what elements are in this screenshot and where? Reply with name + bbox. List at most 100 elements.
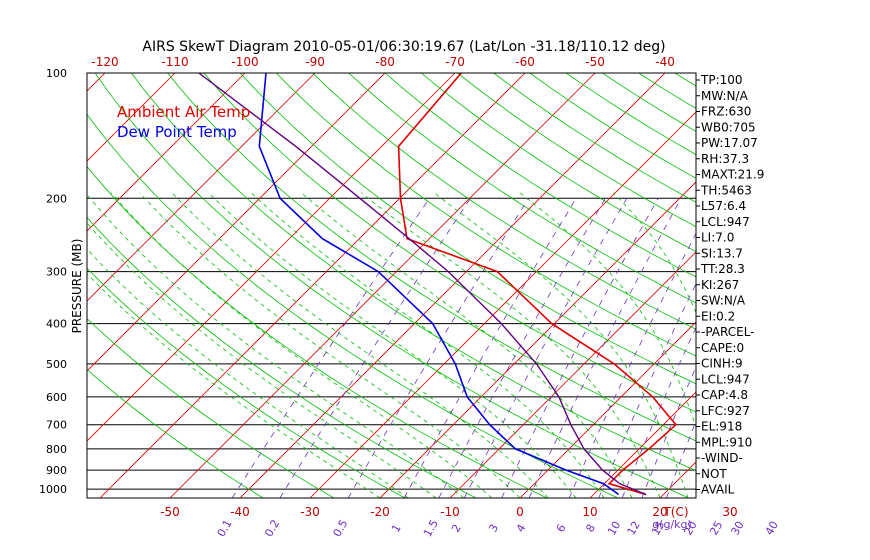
pressure-tick-label: 300 <box>46 266 67 279</box>
bottom-tick-label: 20 <box>652 505 667 519</box>
mixing-ratio-label: 8 <box>583 522 598 535</box>
background-grid <box>0 73 870 498</box>
index-label: MPL:910 <box>701 435 752 449</box>
index-label: FRZ:630 <box>701 105 751 119</box>
bottom-axis-unit: T(C) <box>662 505 688 519</box>
index-label: CINH:9 <box>701 357 743 371</box>
bottom-tick-label: 30 <box>722 505 737 519</box>
chart-title: AIRS SkewT Diagram 2010-05-01/06:30:19.6… <box>142 39 665 55</box>
index-label: TT:28.3 <box>700 262 745 276</box>
pressure-tick-label: 600 <box>46 391 67 404</box>
mixing-ratio-label: 15 <box>649 519 667 538</box>
isotherm-line <box>449 251 696 498</box>
moist-adiabat-line <box>171 192 549 498</box>
top-tick-label: -60 <box>515 55 535 69</box>
pressure-tick-label: 800 <box>46 443 67 456</box>
mixing-ratio-label: 0.1 <box>215 517 235 539</box>
legend-ambient-air-temp: Ambient Air Temp <box>117 103 250 121</box>
isotherm-line <box>99 73 526 498</box>
mixing-ratio-label: 12 <box>625 519 643 538</box>
index-label: RH:37.3 <box>701 152 749 166</box>
index-label: -PARCEL- <box>701 325 755 339</box>
dry-adiabat-line <box>312 73 696 330</box>
top-tick-label: -50 <box>585 55 605 69</box>
mixing-ratio-line <box>463 198 628 498</box>
dry-adiabat-line <box>348 73 696 304</box>
legend-dew-point-temp: Dew Point Temp <box>117 123 237 141</box>
mixing-ratio-label: 10 <box>605 519 623 538</box>
bottom-tick-label: -30 <box>300 505 320 519</box>
bottom-tick-label: -10 <box>440 505 460 519</box>
isotherm-line <box>519 321 696 498</box>
mixing-ratio-label: 2 <box>449 522 464 535</box>
dry-adiabat-line <box>203 73 696 413</box>
pressure-tick-label: 1000 <box>39 483 67 496</box>
dry-adiabat-line <box>94 73 689 498</box>
index-label: LI:7.0 <box>701 231 734 245</box>
parcel-curve <box>198 73 647 496</box>
isotherm-line <box>87 73 456 442</box>
index-label: KI:267 <box>701 278 739 292</box>
top-tick-label: -70 <box>445 55 465 69</box>
index-label: AVAIL <box>701 483 735 497</box>
moist-adiabat-line <box>110 192 493 498</box>
dry-adiabat-line <box>529 73 696 179</box>
isotherm-line <box>87 73 316 302</box>
dry-adiabat-line <box>747 73 870 498</box>
index-label: CAPE:0 <box>701 341 744 355</box>
moist-adiabat-line <box>208 192 577 498</box>
bottom-tick-label: -50 <box>160 505 180 519</box>
isotherm-line <box>659 461 696 498</box>
dry-adiabat-line <box>493 73 696 203</box>
isotherm-line <box>169 73 596 498</box>
index-label: L57:6.4 <box>701 199 746 213</box>
top-tick-label: -90 <box>305 55 325 69</box>
index-label: LCL:947 <box>701 215 750 229</box>
dry-adiabat-line <box>87 216 477 498</box>
plot-frame <box>86 72 697 499</box>
moist-adiabat-line <box>827 193 828 498</box>
dewpoint-curve <box>258 73 620 496</box>
mixing-ratio-line <box>641 366 696 498</box>
index-label: SI:13.7 <box>701 246 743 260</box>
index-label: EI:0.2 <box>701 309 735 323</box>
moist-adiabat-line <box>87 273 381 498</box>
index-label: PW:17.07 <box>701 136 758 150</box>
isotherm-line <box>0 73 35 498</box>
mixing-ratio-line <box>666 420 696 498</box>
top-tick-label: -100 <box>231 55 258 69</box>
pressure-tick-label: 200 <box>46 192 67 205</box>
axis-labels: -120 -110 -100 -90 -80 -70 -60 -50 -40-50 -40 -30-… <box>39 55 781 539</box>
index-label: WB0:705 <box>701 120 756 134</box>
moist-adiabat-line <box>519 192 696 429</box>
dry-adiabat-line <box>420 73 696 253</box>
pressure-tick-label: 900 <box>46 464 67 477</box>
pressure-tick-label: 700 <box>46 419 67 432</box>
mixing-ratio-label: 30 <box>729 519 747 538</box>
index-label: CAP:4.8 <box>701 388 748 402</box>
mixing-ratio-label: 40 <box>763 519 781 538</box>
temperature-curve <box>397 73 678 496</box>
moist-adiabat-line <box>87 222 437 498</box>
mixing-ratio-line <box>780 198 870 498</box>
dry-adiabat-line <box>565 73 696 156</box>
bottom-tick-label: 10 <box>582 505 597 519</box>
bottom-tick-label: 0 <box>516 505 524 519</box>
moist-adiabat-line <box>301 192 633 498</box>
isotherm-line <box>87 73 386 372</box>
index-label: LCL:947 <box>701 372 750 386</box>
mixing-ratio-label: 3 <box>486 522 501 535</box>
mixing-ratio-line <box>501 198 659 498</box>
dry-adiabat-line <box>239 73 696 385</box>
moist-adiabat-line <box>250 192 605 498</box>
mixing-ratio-label: 6 <box>554 522 569 535</box>
mixing-ratio-label: 0.2 <box>262 517 282 539</box>
moist-adiabat-line <box>433 192 689 498</box>
moist-adiabat-line <box>87 194 465 498</box>
pressure-tick-label: 500 <box>46 358 67 371</box>
isotherm-line <box>239 73 666 498</box>
isotherm-line <box>87 73 176 162</box>
isotherm-line <box>800 73 870 498</box>
mixing-ratio-label: 1 <box>389 522 404 535</box>
